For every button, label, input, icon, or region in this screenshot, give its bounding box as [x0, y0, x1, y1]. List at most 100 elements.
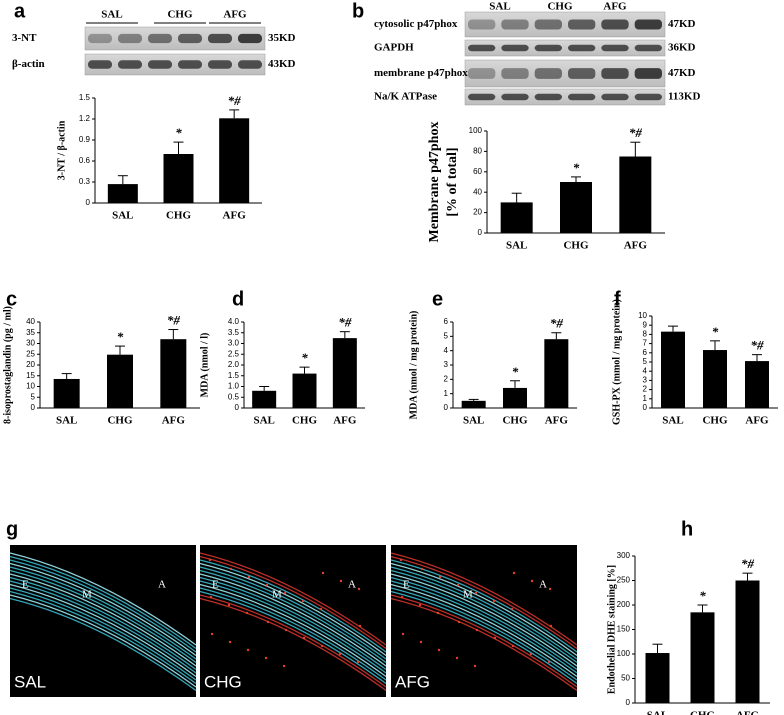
y-tick-label: 60 [473, 167, 482, 176]
elastic-lamina [9, 569, 197, 664]
y-tick-label: 40 [26, 317, 35, 326]
y-tick-label: 3.5 [228, 328, 240, 337]
stain-dot [229, 567, 233, 571]
significance-label: * [175, 125, 182, 140]
y-tick-label: 0 [626, 698, 631, 707]
blot-band [208, 33, 232, 44]
blot-band [634, 68, 662, 79]
y-tick-label: 10 [638, 311, 647, 320]
stain-dot [282, 664, 286, 668]
blot-band [468, 19, 496, 30]
stain-dot [264, 656, 268, 660]
elastic-lamina [9, 555, 197, 650]
stain-dot [400, 595, 404, 599]
blot-band [118, 60, 142, 69]
elastic-lamina [199, 562, 387, 657]
western-blot: SAL CHG AFG cytosolic p47phox 47KD GAPDH 36KD m… [374, 1, 700, 106]
x-tick-label: SAL [253, 415, 274, 427]
bar [53, 378, 80, 408]
blot-row-label: Na/K ATPase [374, 91, 437, 103]
stain-dot [456, 583, 460, 587]
stain-dot [209, 595, 213, 599]
significance-label: *# [228, 93, 242, 108]
significance-label: * [117, 329, 124, 344]
blot-strip [464, 11, 666, 38]
stain-dot [530, 579, 534, 583]
y-tick-label: 200 [617, 600, 631, 609]
x-tick-label: AFG [736, 710, 760, 715]
blot-size-label: 47KD [668, 18, 696, 30]
stain-dot [321, 571, 325, 575]
region-label: E [22, 579, 29, 591]
stain-dot [419, 640, 423, 644]
stain-dot [455, 656, 459, 660]
elastic-lamina [9, 576, 197, 671]
lane-label: CHG [167, 9, 193, 21]
micrograph-label: CHG [204, 672, 242, 691]
stain-dot [358, 624, 362, 628]
blot-band [634, 93, 662, 101]
bar-chart: a 0 0.3 0.6 0.9 1.2 1.5 3-NT / β-actin SAL * CHG *#… [14, 0, 262, 222]
significance-label: * [712, 324, 719, 339]
y-tick-label: 4.0 [228, 317, 240, 326]
x-tick-label: CHG [702, 415, 728, 427]
blot-band [178, 33, 202, 44]
y-axis-label: Endothelial DHE staining [%] [606, 565, 617, 694]
stain-dot [302, 636, 306, 640]
blot-band [468, 44, 496, 52]
elastic-lamina [9, 552, 197, 646]
micrograph: E M A SAL [9, 545, 197, 697]
y-tick-label: 80 [473, 147, 482, 156]
y-axis-label: GSH-PX (mmol / mg protein) [611, 299, 622, 425]
y-tick-label: 30 [26, 339, 35, 348]
stain-dot [266, 620, 270, 624]
region-label: A [158, 579, 166, 591]
y-tick-label: 1.5 [79, 93, 91, 102]
micrograph-frame [200, 545, 386, 697]
x-tick-label: CHG [502, 415, 528, 427]
y-tick-label: 4 [444, 346, 449, 355]
y-axis-label: MDA (nmol / l) [199, 333, 210, 398]
blot-band [501, 19, 529, 30]
elastic-lamina [9, 573, 197, 667]
stain-dot [549, 624, 553, 628]
stain-dot [418, 603, 422, 607]
x-tick-label: AFG [223, 210, 247, 222]
y-tick-label: 8 [643, 330, 648, 339]
stain-dot [437, 648, 441, 652]
significance-label: *# [167, 313, 181, 328]
blot-strip [464, 88, 666, 106]
blot-band [148, 33, 172, 44]
stain-dot [512, 571, 516, 575]
y-tick-label: 9 [643, 320, 648, 329]
blot-size-label: 36KD [668, 42, 696, 54]
elastic-lamina [390, 559, 578, 653]
stain-dot [438, 575, 442, 579]
y-tick-label: 5 [444, 331, 449, 340]
bar [745, 361, 769, 408]
region-label: E [403, 579, 410, 591]
y-tick-label: 250 [617, 576, 631, 585]
micrograph-label: AFG [395, 672, 430, 691]
stain-dot [547, 660, 551, 664]
stain-dot [510, 607, 514, 611]
blot-band [534, 19, 562, 30]
bar [107, 184, 138, 203]
x-tick-label: SAL [506, 240, 527, 252]
blot-strip [84, 26, 266, 51]
y-tick-label: 3 [643, 376, 648, 385]
blot-size-label: 43KD [268, 58, 296, 70]
y-tick-label: 2.0 [228, 360, 240, 369]
blot-strip [464, 59, 666, 88]
elastic-lamina [390, 555, 578, 650]
y-axis-label: Membrane p47phox [427, 122, 442, 243]
stain-dot [227, 603, 231, 607]
stain-dot [356, 660, 360, 664]
blot-band [601, 44, 629, 52]
panel-letter: b [352, 0, 364, 22]
elastic-lamina [390, 576, 578, 671]
elastic-lamina [390, 597, 578, 692]
significance-label: *# [550, 316, 564, 331]
y-tick-label: 3 [444, 360, 449, 369]
